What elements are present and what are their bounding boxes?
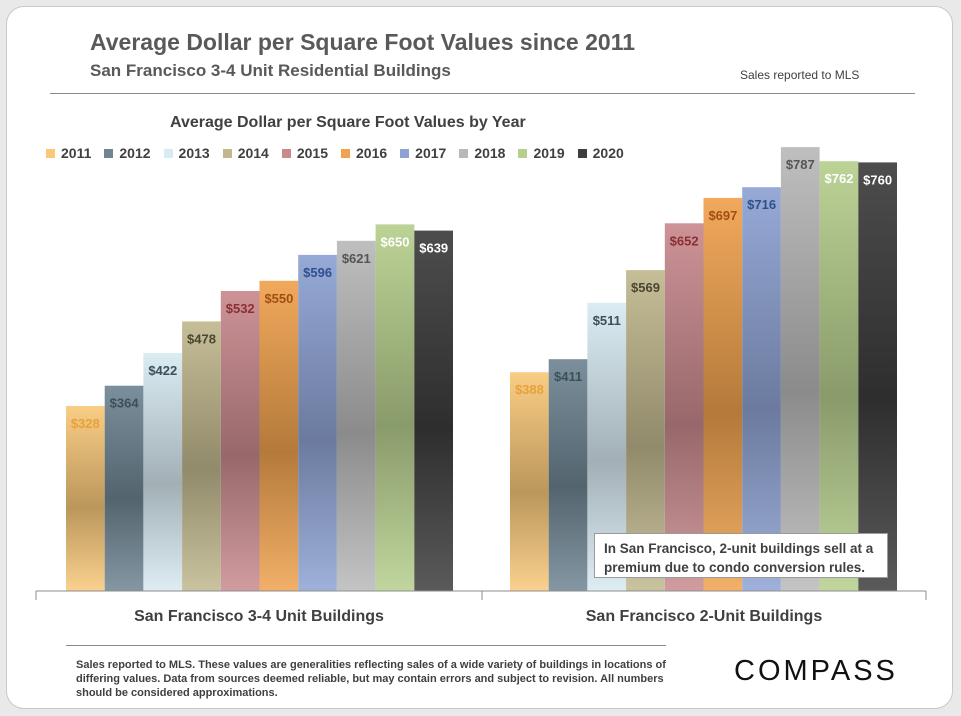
bar-2011-three-four-unit [66, 406, 105, 591]
legend-label: 2019 [533, 145, 565, 161]
data-label: $569 [631, 280, 660, 295]
header-divider [50, 93, 915, 94]
data-label: $596 [303, 265, 332, 280]
bar-2015-three-four-unit [220, 291, 260, 591]
data-label: $422 [148, 363, 177, 378]
footer-divider [66, 645, 666, 646]
data-label: $364 [110, 396, 140, 411]
legend-swatch [459, 148, 469, 158]
bar-2018-three-four-unit [336, 240, 376, 592]
legend-label: 2015 [296, 145, 328, 161]
legend-item-2018: 2018 [459, 145, 505, 161]
compass-logo: COMPASS [734, 655, 898, 687]
legend-swatch [577, 148, 587, 158]
legend-item-2011: 2011 [46, 145, 91, 161]
bar-2019-two-unit [819, 161, 859, 591]
legend-item-2020: 2020 [577, 145, 624, 161]
footnote: Sales reported to MLS. These values are … [76, 659, 666, 699]
data-label: $532 [226, 301, 255, 316]
legend-swatch [104, 148, 114, 158]
data-label: $760 [863, 172, 892, 187]
legend-label: 2016 [356, 145, 388, 161]
legend-label: 2014 [237, 145, 269, 161]
bar-2016-three-four-unit [259, 280, 299, 591]
bar-2012-two-unit [548, 359, 588, 591]
data-label: $697 [708, 208, 737, 223]
data-label: $621 [342, 251, 371, 266]
page-title: Average Dollar per Square Foot Values si… [90, 29, 636, 55]
data-label: $716 [747, 197, 776, 212]
bar-2011-two-unit [510, 372, 549, 591]
bar-2015-two-unit [664, 223, 704, 592]
legend-label: 2018 [474, 145, 506, 161]
bar-2013-three-four-unit [143, 353, 183, 591]
legend-label: 2020 [592, 145, 624, 161]
bar-2012-three-four-unit [104, 385, 144, 591]
legend-swatch [281, 148, 291, 158]
bar-2017-two-unit [742, 187, 781, 591]
legend-item-2017: 2017 [400, 145, 446, 161]
legend-item-2014: 2014 [222, 145, 269, 161]
legend-item-2012: 2012 [104, 145, 151, 161]
bar-2018-two-unit [780, 147, 820, 591]
bar-2017-three-four-unit [298, 254, 337, 591]
legend-swatch [400, 148, 410, 158]
data-label: $762 [825, 171, 854, 186]
data-label: $511 [593, 313, 621, 328]
legend-label: 2013 [178, 145, 210, 161]
bar-2016-two-unit [703, 197, 743, 591]
legend-swatch [222, 148, 232, 158]
chart-legend: 2011 2012 2013 2014 2015 2016 2017 2018 2019 2020 [46, 145, 637, 161]
legend-label: 2012 [119, 145, 151, 161]
data-label: $478 [187, 331, 216, 346]
legend-label: 2017 [415, 145, 447, 161]
bar-2014-three-four-unit [182, 321, 221, 591]
legend-item-2016: 2016 [341, 145, 387, 161]
chart-title: Average Dollar per Square Foot Values by… [170, 114, 526, 131]
bar-2020-two-unit [858, 162, 897, 591]
legend-swatch [341, 148, 350, 158]
legend-item-2015: 2015 [281, 145, 328, 161]
data-label: $787 [786, 157, 815, 172]
data-label: $411 [554, 369, 582, 384]
page-subtitle: San Francisco 3-4 Unit Residential Build… [90, 61, 451, 80]
legend-swatch [518, 148, 528, 158]
legend-item-2013: 2013 [163, 145, 210, 161]
legend-item-2019: 2019 [518, 145, 565, 161]
annotation-box: In San Francisco, 2-unit buildings sell … [594, 533, 888, 578]
category-label: San Francisco 3-4 Unit Buildings [134, 608, 384, 625]
source-note: Sales reported to MLS [740, 68, 860, 82]
legend-label: 2011 [61, 145, 92, 161]
legend-swatch [163, 148, 173, 158]
data-label: $550 [264, 291, 293, 306]
bar-2020-three-four-unit [414, 230, 453, 591]
data-label: $650 [381, 234, 410, 249]
legend-swatch [46, 148, 55, 158]
category-label: San Francisco 2-Unit Buildings [586, 608, 823, 625]
data-label: $639 [419, 241, 448, 256]
data-label: $388 [515, 382, 544, 397]
bar-2019-three-four-unit [375, 224, 415, 591]
data-label: $328 [71, 416, 100, 431]
data-label: $652 [670, 233, 699, 248]
